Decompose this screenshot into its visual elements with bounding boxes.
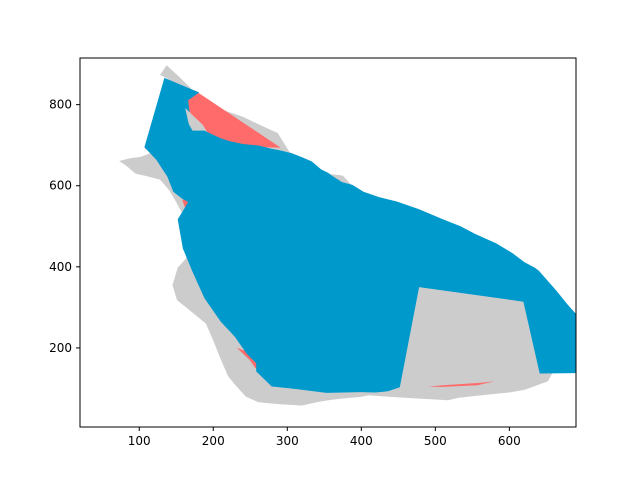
x-tick-label: 600	[498, 434, 521, 448]
y-tick-label: 600	[49, 179, 72, 193]
x-tick-label: 300	[276, 434, 299, 448]
x-tick-label: 500	[424, 434, 447, 448]
y-tick-label: 200	[49, 341, 72, 355]
plot-frame	[79, 57, 577, 428]
shapes-layer	[119, 65, 576, 406]
y-tick-label: 800	[49, 98, 72, 112]
y-axis: 200 400 600 800	[49, 98, 80, 355]
x-tick-label: 100	[128, 434, 151, 448]
y-tick-label: 400	[49, 260, 72, 274]
x-tick-label: 200	[202, 434, 225, 448]
x-axis: 100 200 300 400 500 600	[128, 427, 521, 448]
series-polygon-8	[144, 77, 576, 393]
x-tick-label: 400	[350, 434, 373, 448]
series-polygon-7	[427, 381, 495, 387]
